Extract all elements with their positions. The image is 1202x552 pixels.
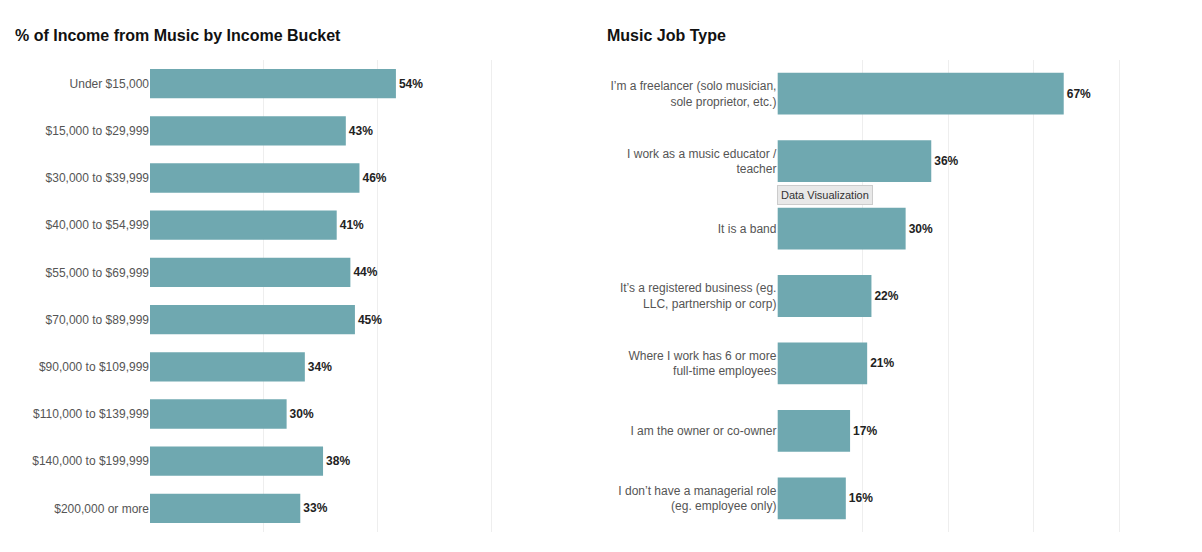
- svg-text:36%: 36%: [934, 154, 958, 168]
- svg-text:$90,000 to $109,999: $90,000 to $109,999: [39, 360, 149, 374]
- svg-text:I don’t have a managerial role: I don’t have a managerial role(eg. emplo…: [618, 484, 776, 514]
- svg-text:16%: 16%: [849, 491, 873, 505]
- svg-text:22%: 22%: [874, 289, 898, 303]
- svg-text:I am the owner or co-owner: I am the owner or co-owner: [630, 424, 776, 438]
- svg-text:Music Job Type: Music Job Type: [607, 27, 726, 44]
- svg-text:$15,000 to $29,999: $15,000 to $29,999: [46, 124, 150, 138]
- svg-text:38%: 38%: [326, 454, 350, 468]
- svg-text:17%: 17%: [853, 424, 877, 438]
- svg-text:30%: 30%: [909, 222, 933, 236]
- svg-text:34%: 34%: [308, 360, 332, 374]
- svg-text:Under $15,000: Under $15,000: [70, 77, 150, 91]
- svg-text:44%: 44%: [353, 265, 377, 279]
- svg-text:It is a band: It is a band: [718, 222, 777, 236]
- svg-text:Data Visualization: Data Visualization: [781, 189, 869, 201]
- svg-text:43%: 43%: [349, 124, 373, 138]
- svg-text:I work as a music educator /te: I work as a music educator /teacher: [627, 147, 777, 177]
- svg-text:45%: 45%: [358, 313, 382, 327]
- svg-text:33%: 33%: [303, 501, 327, 515]
- svg-text:$140,000 to $199,999: $140,000 to $199,999: [32, 454, 149, 468]
- svg-text:$30,000 to $39,999: $30,000 to $39,999: [46, 171, 150, 185]
- svg-text:41%: 41%: [340, 218, 364, 232]
- svg-text:$55,000 to $69,999: $55,000 to $69,999: [46, 266, 150, 280]
- svg-text:I’m a freelancer (solo musicia: I’m a freelancer (solo musician,sole pro…: [610, 79, 776, 109]
- svg-text:$70,000 to $89,999: $70,000 to $89,999: [46, 313, 150, 327]
- svg-text:54%: 54%: [399, 77, 423, 91]
- svg-text:30%: 30%: [290, 407, 314, 421]
- svg-text:Where I work has 6 or morefull: Where I work has 6 or morefull-time empl…: [628, 349, 776, 379]
- svg-text:It’s a registered business (eg: It’s a registered business (eg.LLC, part…: [620, 281, 777, 311]
- svg-text:67%: 67%: [1067, 87, 1091, 101]
- svg-text:$40,000 to $54,999: $40,000 to $54,999: [46, 218, 150, 232]
- svg-text:$200,000 or more: $200,000 or more: [54, 502, 149, 516]
- svg-text:46%: 46%: [362, 171, 386, 185]
- svg-text:$110,000 to $139,999: $110,000 to $139,999: [33, 407, 149, 421]
- svg-text:% of Income from Music by Inco: % of Income from Music by Income Bucket: [15, 27, 341, 44]
- svg-text:21%: 21%: [870, 356, 894, 370]
